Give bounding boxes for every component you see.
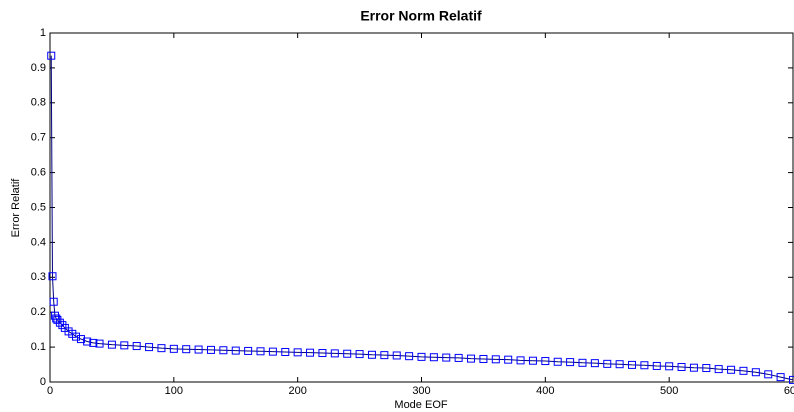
point-marker [491,355,500,364]
point-marker [55,318,64,327]
y-tick-label: 0.5 [31,201,46,213]
y-tick-label: 0.7 [31,132,46,144]
point-marker [72,332,81,341]
point-marker [504,355,513,364]
chart-title: Error Norm Relatif [360,8,482,24]
point-marker [53,315,62,324]
point-marker [764,370,773,379]
point-marker [454,353,463,362]
point-marker [739,366,748,375]
y-tick-label: 1 [40,27,46,39]
point-marker [244,346,253,355]
point-marker [417,352,426,361]
x-tick-label: 0 [47,385,53,397]
point-marker [751,368,760,377]
y-tick-label: 0.8 [31,97,46,109]
point-marker [628,360,637,369]
point-marker [578,358,587,367]
x-tick-label: 100 [165,385,183,397]
point-marker [132,342,141,351]
point-marker [727,365,736,374]
point-marker [50,311,59,320]
point-marker [590,359,599,368]
y-tick-label: 0.2 [31,306,46,318]
point-marker [83,337,92,346]
y-axis-label: Error Relatif [10,178,22,238]
point-marker [49,297,58,306]
point-marker [380,351,389,360]
point-marker [640,361,649,370]
point-marker [367,350,376,359]
x-tick-label: 400 [536,385,554,397]
point-marker [615,360,624,369]
point-marker [293,348,302,357]
y-tick-label: 0.3 [31,271,46,283]
point-marker [120,341,129,350]
point-marker [689,363,698,372]
point-marker [677,362,686,371]
point-marker [479,354,488,363]
point-marker [776,373,785,382]
x-tick-label: 200 [288,385,306,397]
point-marker [355,350,364,359]
point-marker [219,346,228,355]
point-marker [107,340,116,349]
x-tick-label: 300 [412,385,430,397]
point-marker [665,362,674,371]
y-tick-label: 0.6 [31,167,46,179]
point-marker [566,358,575,367]
point-marker [268,347,277,356]
point-marker [318,349,327,358]
point-marker [652,361,661,370]
y-tick-label: 0 [40,376,46,388]
plot-frame [49,32,794,383]
x-tick-label: 600 [784,385,794,397]
point-marker [145,343,154,352]
point-marker [714,365,723,374]
point-marker [256,347,265,356]
point-marker [405,352,414,361]
y-tick-label: 0.4 [31,236,46,248]
point-marker [516,356,525,365]
point-marker [281,347,290,356]
point-marker [48,272,57,281]
point-marker [182,345,191,354]
point-marker [89,338,98,347]
point-marker [76,335,85,344]
point-marker [330,349,339,358]
y-tick-label: 0.1 [31,341,46,353]
point-marker [789,375,794,384]
point-marker [306,348,315,357]
point-marker [157,344,166,353]
point-marker [47,51,56,60]
point-marker [528,356,537,365]
point-marker [58,321,67,330]
point-marker [429,353,438,362]
point-marker [702,364,711,373]
point-marker [442,353,451,362]
point-marker [169,344,178,353]
point-marker [194,345,203,354]
point-marker [95,339,104,348]
point-marker [231,346,240,355]
point-marker [603,359,612,368]
point-marker [467,354,476,363]
x-axis-label: Mode EOF [394,399,447,411]
point-marker [343,349,352,358]
series-line [50,55,794,381]
point-marker [541,357,550,366]
point-marker [206,345,215,354]
point-marker [553,357,562,366]
x-tick-label: 500 [660,385,678,397]
point-marker [392,351,401,360]
y-tick-label: 0.9 [31,62,46,74]
